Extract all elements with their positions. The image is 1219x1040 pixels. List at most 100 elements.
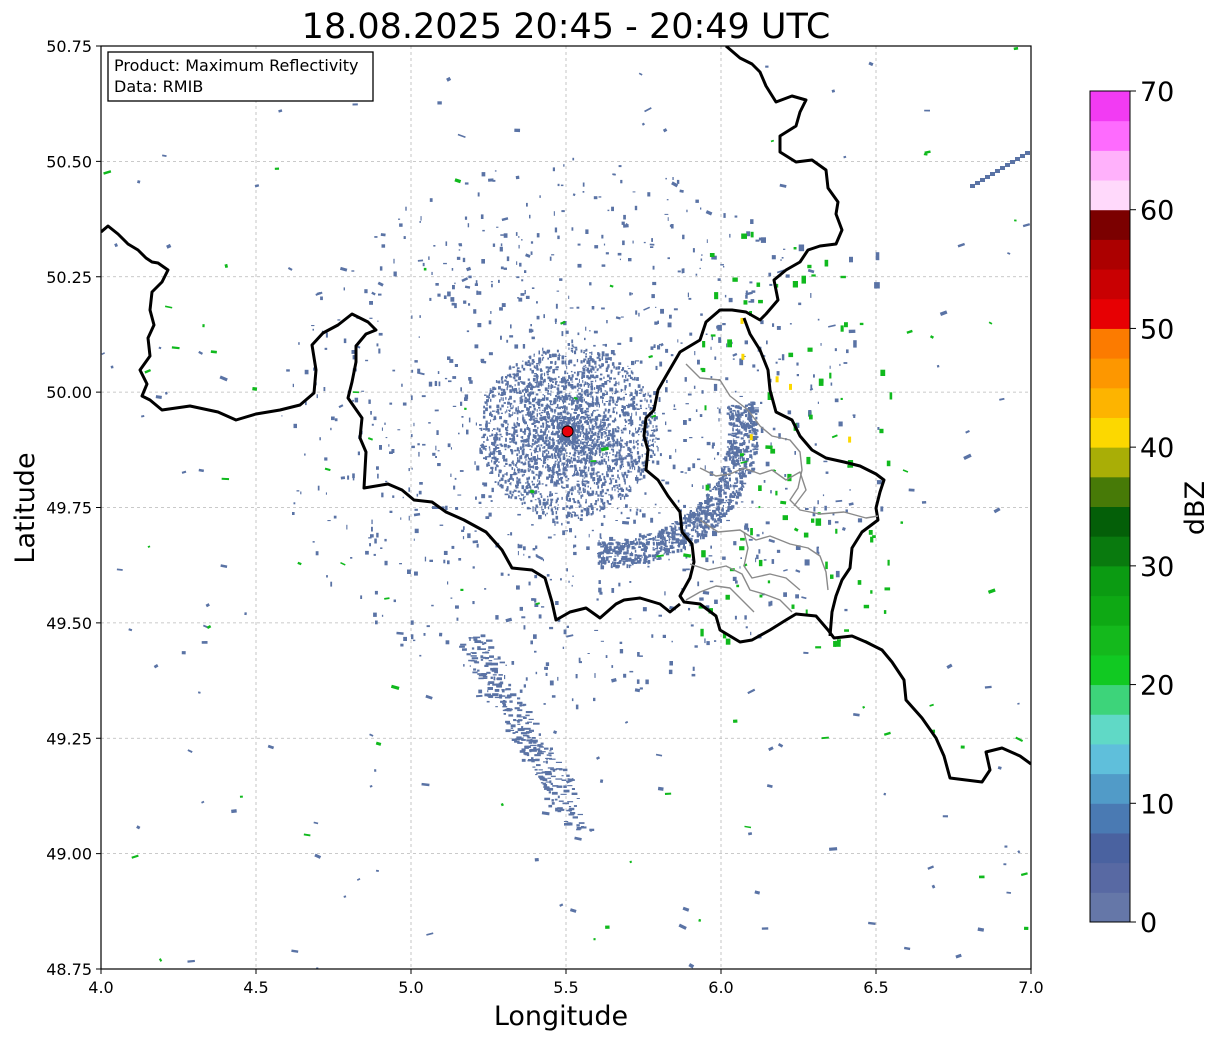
echo-pixel xyxy=(490,500,493,502)
echo-streak xyxy=(765,65,769,68)
echo-pixel xyxy=(743,461,746,465)
echo-pixel xyxy=(483,482,488,487)
echo-streak xyxy=(514,128,521,133)
echo-pixel xyxy=(535,490,538,494)
echo-pixel xyxy=(738,406,741,410)
echo-pixel xyxy=(552,415,556,417)
echo-pixel xyxy=(724,478,726,482)
echo-pixel xyxy=(726,519,730,522)
echo-pixel xyxy=(577,406,580,410)
echo-pixel xyxy=(624,538,626,541)
echo-pixel xyxy=(530,744,537,747)
echo-pixel xyxy=(531,737,536,739)
echo-pixel xyxy=(535,393,539,396)
echo-pixel xyxy=(625,487,628,491)
echo-pixel xyxy=(509,403,512,407)
echo-pixel xyxy=(586,421,590,425)
echo-pixel xyxy=(657,320,659,324)
echo-pixel xyxy=(589,330,591,332)
echo-streak xyxy=(137,180,141,184)
echo-pixel xyxy=(506,409,508,413)
echo-pixel xyxy=(694,519,696,521)
echo-pixel xyxy=(509,391,513,393)
echo-pixel xyxy=(559,278,563,281)
echo-pixel xyxy=(581,388,583,393)
echo-pixel xyxy=(720,264,724,266)
echo-pixel xyxy=(614,555,617,557)
echo-pixel xyxy=(514,374,517,377)
echo-streak xyxy=(900,521,904,524)
echo-pixel xyxy=(579,395,583,399)
echo-pixel xyxy=(728,488,730,490)
echo-pixel xyxy=(474,461,476,465)
echo-pixel xyxy=(596,477,600,481)
echo-pixel xyxy=(598,429,602,432)
echo-pixel xyxy=(638,559,641,561)
echo-pixel xyxy=(493,441,497,444)
echo-pixel xyxy=(567,478,570,480)
echo-pixel xyxy=(527,467,529,472)
echo-pixel xyxy=(557,507,559,511)
echo-pixel xyxy=(531,359,535,362)
echo-pixel xyxy=(582,428,584,431)
echo-pixel xyxy=(512,434,515,439)
echo-pixel xyxy=(534,499,537,501)
echo-pixel xyxy=(637,439,639,442)
echo-streak xyxy=(291,949,299,953)
echo-pixel xyxy=(478,689,483,694)
echo-pixel xyxy=(552,422,554,427)
echo-pixel xyxy=(568,375,571,379)
echo-pixel xyxy=(682,268,685,273)
echo-pixel xyxy=(488,646,495,649)
echo-pixel xyxy=(516,367,520,370)
echo-pixel xyxy=(623,214,626,220)
echo-pixel xyxy=(491,662,498,666)
echo-pixel xyxy=(562,410,565,414)
echo-pixel xyxy=(672,531,675,534)
echo-pixel xyxy=(545,453,548,457)
echo-pixel xyxy=(537,498,540,500)
echo-streak xyxy=(434,409,439,412)
echo-cell xyxy=(805,609,808,615)
echo-pixel xyxy=(755,423,757,426)
echo-pixel xyxy=(531,362,534,365)
echo-streak xyxy=(997,766,1002,770)
echo-pixel xyxy=(651,634,654,638)
echo-pixel xyxy=(576,430,578,433)
echo-pixel xyxy=(586,509,589,513)
echo-pixel xyxy=(556,785,563,788)
echo-pixel xyxy=(721,489,725,491)
echo-pixel xyxy=(742,474,747,478)
echo-pixel xyxy=(795,422,800,426)
echo-pixel xyxy=(543,446,546,448)
echo-pixel xyxy=(522,344,526,349)
echo-pixel xyxy=(571,792,578,795)
echo-pixel xyxy=(691,535,694,537)
echo-pixel xyxy=(733,463,737,467)
echo-pixel xyxy=(357,451,360,456)
echo-pixel xyxy=(638,478,641,481)
echo-pixel xyxy=(488,352,493,356)
echo-streak xyxy=(198,350,204,355)
echo-pixel xyxy=(540,369,543,372)
echo-pixel xyxy=(550,498,554,501)
echo-streak xyxy=(651,414,657,418)
echo-pixel xyxy=(747,434,751,439)
echo-pixel xyxy=(574,470,576,475)
echo-pixel xyxy=(463,526,465,530)
echo-pixel xyxy=(637,469,641,473)
echo-pixel xyxy=(590,358,593,361)
echo-pixel xyxy=(516,410,520,413)
echo-streak xyxy=(611,458,618,463)
echo-pixel xyxy=(608,434,610,437)
echo-pixel xyxy=(732,576,737,581)
echo-pixel xyxy=(536,409,538,412)
echo-pixel xyxy=(554,227,558,233)
echo-pixel xyxy=(617,427,620,430)
echo-pixel xyxy=(521,737,524,739)
echo-pixel xyxy=(529,445,532,447)
echo-pixel xyxy=(650,517,654,523)
echo-streak xyxy=(566,634,574,638)
echo-pixel xyxy=(602,445,606,448)
echo-pixel xyxy=(374,590,378,595)
